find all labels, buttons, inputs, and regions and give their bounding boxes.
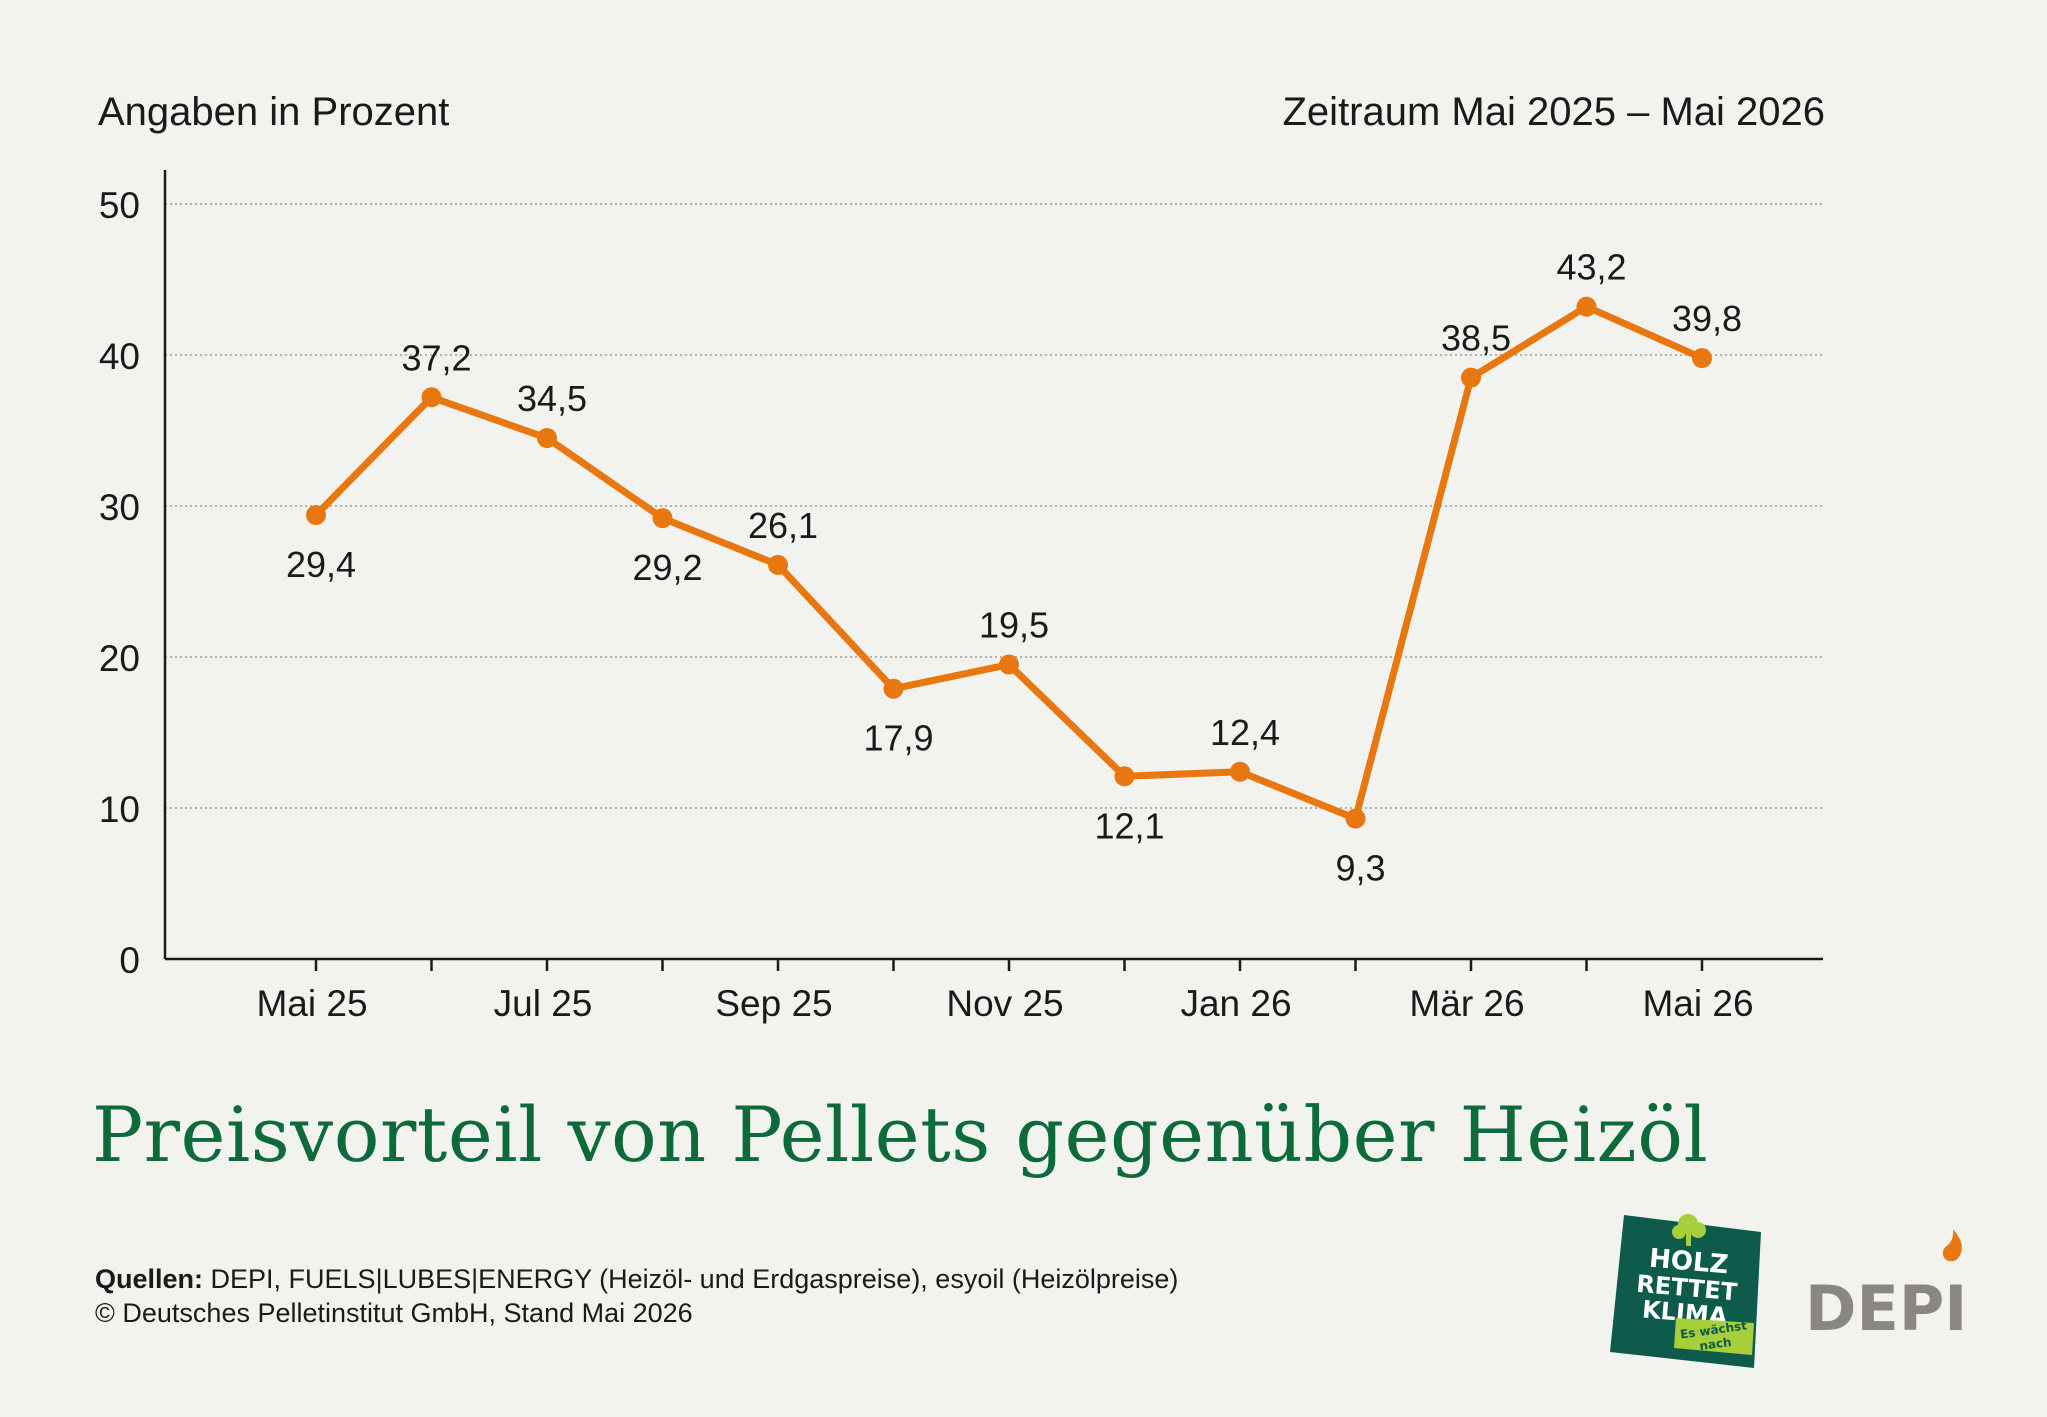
data-point <box>1345 808 1366 829</box>
data-point <box>421 387 442 408</box>
x-tick-label: Sep 25 <box>715 983 832 1024</box>
holz-rettet-klima-logo: HOLZ RETTET KLIMA Es wächst nach <box>1610 1214 1761 1368</box>
y-tick-label: 40 <box>99 336 140 377</box>
data-label: 17,9 <box>863 718 933 759</box>
unit-label: Angaben in Prozent <box>98 90 450 134</box>
data-label: 29,4 <box>286 544 356 585</box>
data-point <box>768 554 788 575</box>
data-label: 43,2 <box>1556 247 1626 288</box>
depi-logo-text: DEPI <box>1805 1272 1967 1335</box>
grid-lines <box>165 203 1823 809</box>
x-tick-label: Mai 26 <box>1642 983 1753 1024</box>
data-point <box>537 428 557 449</box>
line-chart: 0 10 20 30 40 50 Mai 25 Jul 25 Sep 25 Nov 25 Jan … <box>99 170 1823 1024</box>
y-tick-label: 20 <box>99 638 140 679</box>
data-point <box>652 508 673 529</box>
y-tick-label: 50 <box>99 185 140 226</box>
tree-icon <box>1672 1214 1706 1246</box>
data-point <box>1576 296 1597 317</box>
data-label: 12,4 <box>1210 712 1280 753</box>
chart-title: Preisvorteil von Pellets gegenüber Heizö… <box>92 1090 1709 1179</box>
data-point <box>1114 766 1135 787</box>
data-label: 29,2 <box>632 547 702 588</box>
data-label: 38,5 <box>1441 318 1511 359</box>
period-label: Zeitraum Mai 2025 – Mai 2026 <box>1282 90 1826 134</box>
data-label: 9,3 <box>1335 848 1385 889</box>
data-point <box>999 654 1019 675</box>
data-point <box>1692 348 1712 369</box>
data-label: 26,1 <box>748 505 818 546</box>
y-tick-label: 10 <box>99 789 140 830</box>
flame-icon <box>1942 1229 1962 1262</box>
sources-line: Quellen: DEPI, FUELS|LUBES|ENERGY (Heizö… <box>95 1262 1178 1296</box>
data-label: 34,5 <box>517 378 587 419</box>
x-tick-label: Nov 25 <box>946 983 1063 1024</box>
data-label: 19,5 <box>979 605 1049 646</box>
data-point <box>1461 367 1481 388</box>
data-point <box>883 678 904 699</box>
data-label: 39,8 <box>1672 298 1742 339</box>
x-tick-label: Jan 26 <box>1180 983 1291 1024</box>
x-tick-labels: Mai 25 Jul 25 Sep 25 Nov 25 Jan 26 Mär 26 Mai … <box>256 983 1753 1024</box>
copyright-line: © Deutsches Pelletinstitut GmbH, Stand M… <box>95 1298 693 1328</box>
data-point <box>1230 761 1250 782</box>
sources-label: Quellen: <box>95 1264 204 1294</box>
data-label: 12,1 <box>1094 805 1164 846</box>
data-point <box>306 505 326 526</box>
data-labels: 29,4 37,2 34,5 29,2 26,1 17,9 19,5 12,1 12,4 9,3 3… <box>286 247 1742 889</box>
sources-text: DEPI, FUELS|LUBES|ENERGY (Heizöl- und Er… <box>203 1264 1179 1294</box>
y-tick-labels: 0 10 20 30 40 50 <box>99 185 140 981</box>
holz-logo-line1: HOLZ <box>1648 1244 1730 1281</box>
y-tick-label: 30 <box>99 487 140 528</box>
holz-logo-tag2: nach <box>1698 1335 1732 1353</box>
holz-logo-tag <box>1674 1318 1754 1355</box>
sources-block: Quellen: DEPI, FUELS|LUBES|ENERGY (Heizö… <box>95 1262 1178 1330</box>
x-tick-label: Mär 26 <box>1409 983 1524 1024</box>
x-tick-label: Jul 25 <box>494 983 593 1024</box>
axes <box>163 170 1823 971</box>
depi-logo: DEPI <box>1805 1229 1967 1335</box>
data-label: 37,2 <box>401 337 471 378</box>
y-tick-label: 0 <box>119 940 140 981</box>
data-points <box>306 296 1712 829</box>
x-tick-label: Mai 25 <box>256 983 367 1024</box>
